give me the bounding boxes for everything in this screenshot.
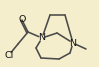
Text: N: N <box>39 34 46 42</box>
Text: N: N <box>69 39 77 48</box>
Text: O: O <box>18 15 26 25</box>
Text: Cl: Cl <box>4 51 14 59</box>
